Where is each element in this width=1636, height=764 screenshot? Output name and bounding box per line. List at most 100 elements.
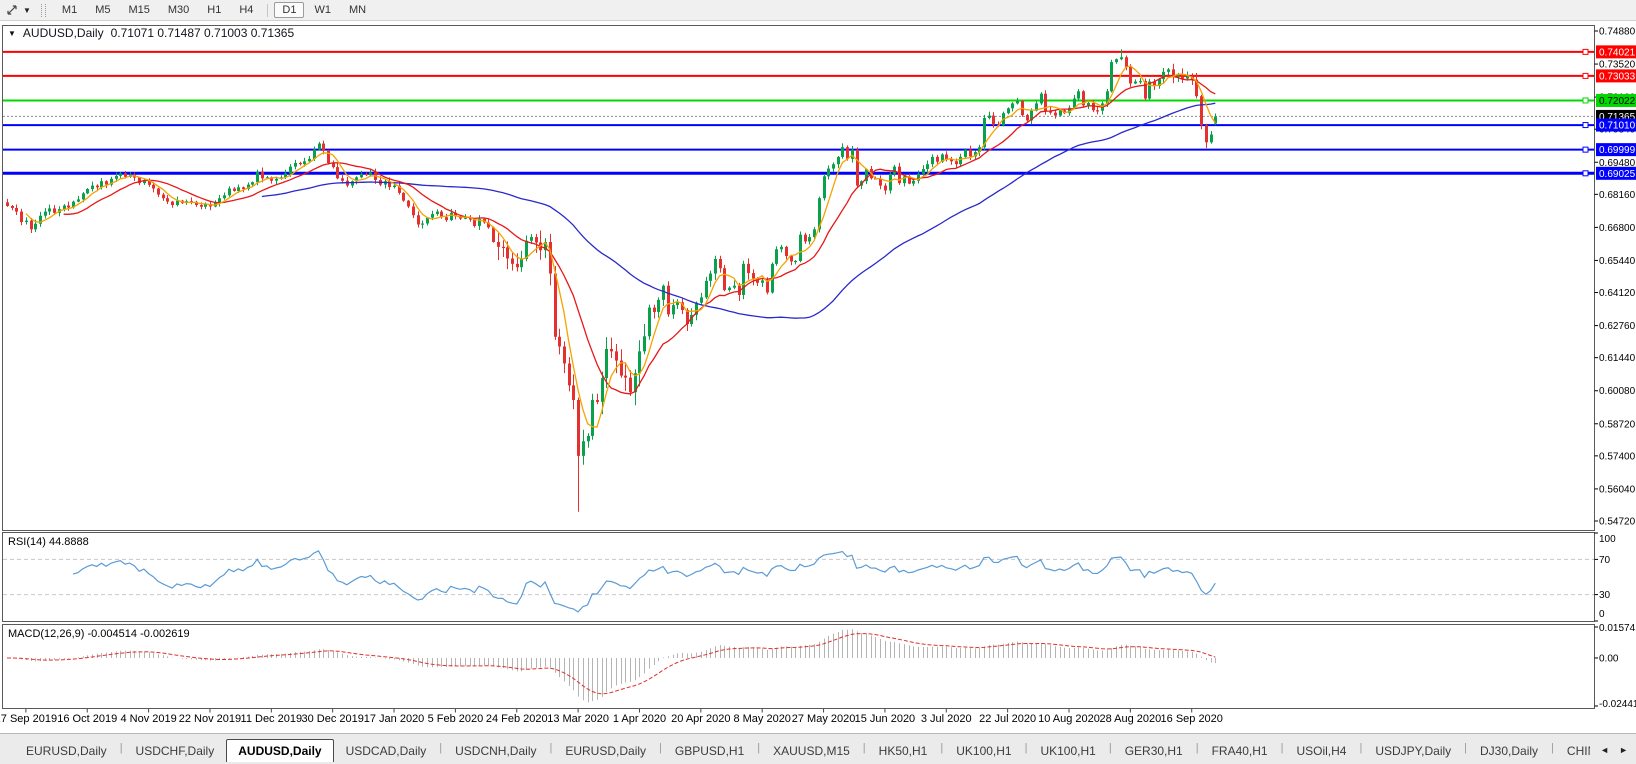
candle-body bbox=[417, 215, 420, 225]
tab-XAUUSD-M15[interactable]: XAUUSD,M15 bbox=[773, 744, 850, 758]
toolbar-grip[interactable] bbox=[40, 3, 46, 17]
candle-body bbox=[251, 182, 254, 185]
candle-body bbox=[681, 302, 684, 311]
candle-body bbox=[1129, 66, 1132, 84]
timeframe-button-H1[interactable]: H1 bbox=[207, 4, 222, 16]
timeframe-button-W1[interactable]: W1 bbox=[314, 4, 331, 16]
tab-USDJPY-Daily[interactable]: USDJPY,Daily bbox=[1375, 744, 1452, 758]
price-line-label-text: 0.73033 bbox=[1599, 71, 1636, 82]
tab-separator: | bbox=[757, 742, 761, 754]
hline-handle bbox=[1582, 122, 1589, 129]
macd-signal-line bbox=[7, 633, 1216, 695]
hline-handle bbox=[1582, 170, 1589, 177]
tab-separator: | bbox=[439, 742, 443, 754]
tab-UK100-H1[interactable]: UK100,H1 bbox=[1040, 744, 1096, 758]
timeframe-button-M1[interactable]: M1 bbox=[61, 4, 78, 16]
candle-body bbox=[445, 217, 448, 221]
macd-tick-label: 0.015741 bbox=[1599, 623, 1636, 634]
candle-body bbox=[1134, 81, 1137, 84]
cursor-arrows-icon[interactable] bbox=[4, 2, 20, 18]
candle-body bbox=[709, 273, 712, 281]
candle-body bbox=[624, 375, 627, 378]
candle-body bbox=[63, 205, 66, 210]
timeframe-button-D1[interactable]: D1 bbox=[274, 2, 305, 18]
candle-body bbox=[1063, 110, 1066, 114]
candle-body bbox=[228, 188, 231, 196]
candle-body bbox=[15, 207, 18, 212]
candle-body bbox=[426, 217, 429, 224]
price-tick-label: 0.69480 bbox=[1599, 158, 1636, 169]
candle-body bbox=[1049, 110, 1052, 113]
candle-body bbox=[945, 154, 948, 160]
candle-body bbox=[30, 220, 33, 230]
timeframe-button-MN[interactable]: MN bbox=[348, 4, 367, 16]
timeframe-button-H4[interactable]: H4 bbox=[239, 4, 254, 16]
candle-body bbox=[983, 118, 986, 148]
candle-body bbox=[1153, 81, 1156, 86]
candle-body bbox=[233, 188, 236, 191]
candle-body bbox=[1158, 79, 1161, 86]
tab-scroll-left-icon[interactable]: ◄ bbox=[1600, 744, 1610, 755]
candle-body bbox=[327, 150, 330, 163]
main-chart-panel bbox=[2, 25, 1595, 531]
tab-UK100-H1[interactable]: UK100,H1 bbox=[956, 744, 1012, 758]
tab-scroll-right-icon[interactable]: ► bbox=[1619, 744, 1628, 755]
candle-body bbox=[511, 258, 514, 264]
ma-red-line bbox=[63, 74, 1216, 395]
candle-body bbox=[502, 246, 505, 249]
candle-body bbox=[643, 336, 646, 352]
price-tick-label: 0.58720 bbox=[1599, 419, 1636, 430]
candle-body bbox=[143, 179, 146, 184]
candle-body bbox=[318, 143, 321, 150]
chart-collapse-icon[interactable]: ▼ bbox=[8, 28, 16, 38]
tab-FRA40-H1[interactable]: FRA40,H1 bbox=[1211, 744, 1268, 758]
timeframe-button-M5[interactable]: M5 bbox=[95, 4, 111, 16]
candle-body bbox=[733, 285, 736, 288]
candle-body bbox=[25, 220, 28, 223]
candle-body bbox=[152, 184, 155, 189]
candle-body bbox=[195, 201, 198, 206]
candle-body bbox=[941, 154, 944, 162]
candle-body bbox=[672, 305, 675, 315]
ma-orange-line bbox=[25, 65, 1216, 428]
tab-GBPUSD-H1[interactable]: GBPUSD,H1 bbox=[674, 744, 745, 758]
price-tick-label: 0.73520 bbox=[1599, 60, 1636, 71]
candle-body bbox=[96, 185, 99, 188]
candle-body bbox=[1200, 96, 1203, 126]
candle-body bbox=[752, 273, 755, 279]
tab-HK50-H1[interactable]: HK50,H1 bbox=[878, 744, 928, 758]
candle-body bbox=[497, 241, 500, 247]
candle-body bbox=[549, 241, 552, 274]
tab-EURUSD-Daily[interactable]: EURUSD,Daily bbox=[26, 744, 107, 758]
tab-AUDUSD-Daily[interactable]: AUDUSD,Daily bbox=[226, 739, 334, 762]
candle-body bbox=[1177, 74, 1180, 77]
candle-body bbox=[308, 158, 311, 162]
tab-USDCHF-Daily[interactable]: USDCHF,Daily bbox=[135, 744, 215, 758]
tab-USDCNH-Daily[interactable]: USDCNH,Daily bbox=[455, 744, 537, 758]
timeframe-button-M30[interactable]: M30 bbox=[167, 4, 190, 16]
candle-body bbox=[421, 223, 424, 225]
candle-body bbox=[742, 263, 745, 295]
tab-GER30-H1[interactable]: GER30,H1 bbox=[1124, 744, 1183, 758]
candle-body bbox=[582, 441, 585, 456]
tab-EURUSD-Daily[interactable]: EURUSD,Daily bbox=[565, 744, 647, 758]
tab-separator: | bbox=[1195, 742, 1199, 754]
tab-USOil-H4[interactable]: USOil,H4 bbox=[1296, 744, 1347, 758]
candle-body bbox=[1210, 134, 1213, 143]
candle-body bbox=[242, 187, 245, 189]
candle-body bbox=[450, 212, 453, 221]
candle-body bbox=[596, 399, 599, 402]
price-tick-label: 0.60080 bbox=[1599, 386, 1636, 397]
dropdown-caret-icon[interactable]: ▼ bbox=[23, 5, 31, 15]
date-label: 22 Jul 2020 bbox=[979, 713, 1037, 725]
timeframe-button-M15[interactable]: M15 bbox=[128, 4, 150, 16]
candle-body bbox=[261, 171, 264, 179]
candle-body bbox=[398, 185, 401, 193]
tab-USDCAD-Daily[interactable]: USDCAD,Daily bbox=[345, 744, 427, 758]
candle-body bbox=[690, 314, 693, 325]
candle-body bbox=[454, 212, 457, 217]
candle-body bbox=[653, 307, 656, 312]
candle-body bbox=[369, 172, 372, 176]
tab-DJ30-Daily[interactable]: DJ30,Daily bbox=[1480, 744, 1539, 758]
